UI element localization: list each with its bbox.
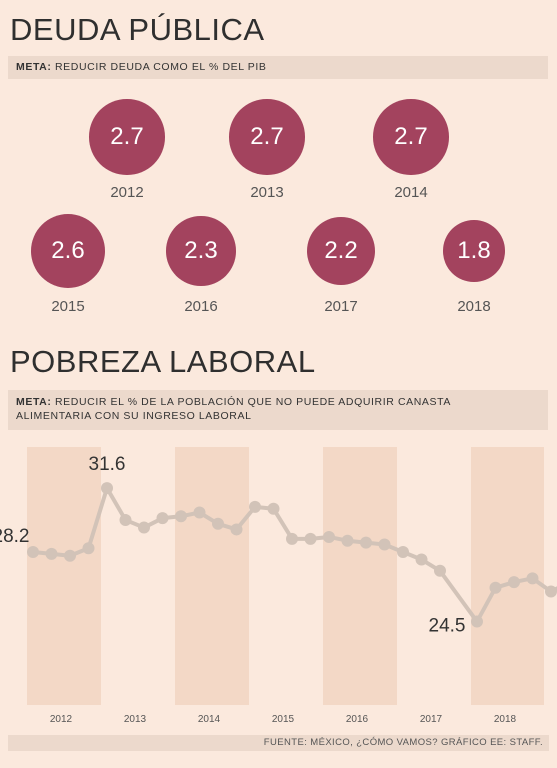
- data-point: [27, 546, 39, 558]
- poverty-goal-label: META:: [16, 396, 52, 408]
- data-point: [323, 530, 335, 543]
- debt-bubble-year-2013: 2013: [250, 184, 284, 201]
- data-label: 24.5: [429, 616, 466, 637]
- debt-bubble-2012: 2.7: [89, 99, 165, 175]
- data-point: [415, 553, 428, 566]
- data-point: [119, 514, 132, 527]
- x-tick-label-2014: 2014: [198, 714, 221, 725]
- x-tick-label-2017: 2017: [420, 714, 443, 725]
- data-point: [175, 510, 187, 523]
- debt-bubble-year-2014: 2014: [394, 184, 428, 201]
- data-point: [101, 482, 113, 495]
- data-point: [341, 534, 354, 547]
- x-tick-label-2012: 2012: [50, 714, 73, 725]
- data-point: [545, 585, 557, 598]
- debt-goal-bar: META: REDUCIR DEUDA COMO EL % DEL PIB: [8, 56, 548, 79]
- data-point: [45, 547, 58, 560]
- debt-bubble-2014: 2.7: [373, 99, 449, 175]
- debt-goal-label: META:: [16, 61, 52, 73]
- debt-goal-text: REDUCIR DEUDA COMO EL % DEL PIB: [55, 61, 267, 73]
- data-point: [230, 523, 243, 536]
- debt-bubble-2013: 2.7: [229, 99, 305, 175]
- data-point: [82, 542, 95, 555]
- data-point: [156, 512, 169, 525]
- data-point: [471, 615, 483, 628]
- debt-bubble-2015: 2.6: [31, 214, 105, 288]
- year-band-2014: [175, 447, 249, 705]
- poverty-line-chart: 2012 2013 2014 2015 2016 2017 2018 28.2 31.6 24.5…: [0, 447, 557, 725]
- data-point: [378, 538, 391, 551]
- poverty-section-title: POBREZA LABORAL: [10, 344, 316, 379]
- data-point: [212, 517, 224, 530]
- x-tick-label-2016: 2016: [346, 714, 369, 725]
- data-label: 28.2: [0, 526, 29, 547]
- x-tick-label-2015: 2015: [272, 714, 295, 725]
- poverty-goal-bar: META: REDUCIR EL % DE LA POBLACIÓN QUE N…: [8, 390, 548, 430]
- debt-bubble-2018: 1.8: [443, 220, 505, 282]
- data-point: [397, 546, 409, 558]
- data-point: [193, 506, 206, 519]
- debt-bubble-year-2018: 2018: [457, 298, 491, 315]
- poverty-goal-text-line1: REDUCIR EL % DE LA POBLACIÓN QUE NO PUED…: [55, 396, 451, 408]
- data-point: [360, 536, 372, 549]
- debt-bubble-year-2016: 2016: [184, 298, 218, 315]
- data-point: [267, 502, 280, 515]
- debt-section-title: DEUDA PÚBLICA: [10, 12, 265, 47]
- x-tick-label-2018: 2018: [494, 714, 517, 725]
- data-point: [489, 581, 502, 594]
- debt-bubble-2017: 2.2: [307, 217, 375, 285]
- poverty-goal-text-line2: ALIMENTARIA CON SU INGRESO LABORAL: [16, 410, 252, 422]
- debt-bubble-year-2012: 2012: [110, 184, 144, 201]
- data-point: [249, 500, 261, 513]
- data-point: [286, 532, 298, 545]
- debt-bubble-2016: 2.3: [166, 216, 236, 286]
- data-point: [304, 532, 317, 545]
- source-note: FUENTE: MÉXICO, ¿CÓMO VAMOS? GRÁFICO EE:…: [8, 735, 549, 751]
- data-point: [434, 564, 446, 577]
- data-point: [64, 549, 76, 562]
- debt-bubble-year-2015: 2015: [51, 298, 85, 315]
- debt-bubble-year-2017: 2017: [324, 298, 358, 315]
- data-label: 31.6: [89, 454, 126, 475]
- x-tick-label-2013: 2013: [124, 714, 147, 725]
- year-band-2016: [323, 447, 397, 705]
- data-point: [138, 521, 150, 534]
- data-point: [508, 576, 520, 589]
- data-point: [526, 572, 539, 585]
- year-band-2012: [27, 447, 101, 705]
